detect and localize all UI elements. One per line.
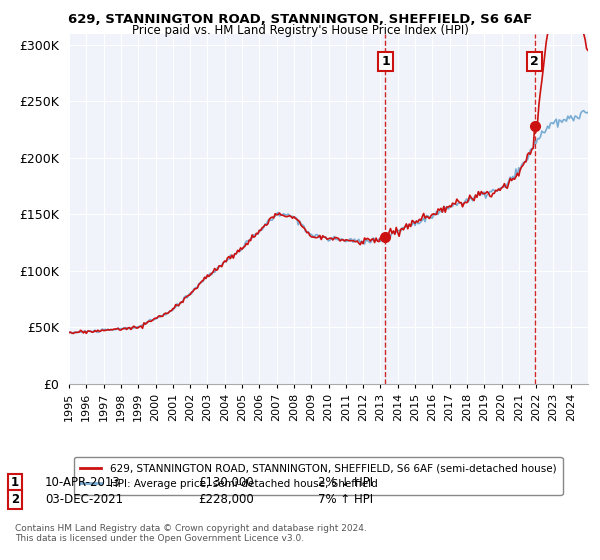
Text: Price paid vs. HM Land Registry's House Price Index (HPI): Price paid vs. HM Land Registry's House … bbox=[131, 24, 469, 36]
Text: 1: 1 bbox=[11, 476, 19, 489]
Text: 2% ↓ HPI: 2% ↓ HPI bbox=[318, 476, 373, 489]
Text: 03-DEC-2021: 03-DEC-2021 bbox=[45, 493, 123, 506]
Text: 2: 2 bbox=[11, 493, 19, 506]
Text: 2: 2 bbox=[530, 55, 539, 68]
Text: 10-APR-2013: 10-APR-2013 bbox=[45, 476, 121, 489]
Text: £130,000: £130,000 bbox=[198, 476, 254, 489]
Text: 1: 1 bbox=[381, 55, 390, 68]
Text: £228,000: £228,000 bbox=[198, 493, 254, 506]
Text: 7% ↑ HPI: 7% ↑ HPI bbox=[318, 493, 373, 506]
Text: 629, STANNINGTON ROAD, STANNINGTON, SHEFFIELD, S6 6AF: 629, STANNINGTON ROAD, STANNINGTON, SHEF… bbox=[68, 13, 532, 26]
Text: Contains HM Land Registry data © Crown copyright and database right 2024.
This d: Contains HM Land Registry data © Crown c… bbox=[15, 524, 367, 543]
Legend: 629, STANNINGTON ROAD, STANNINGTON, SHEFFIELD, S6 6AF (semi-detached house), HPI: 629, STANNINGTON ROAD, STANNINGTON, SHEF… bbox=[74, 457, 563, 495]
